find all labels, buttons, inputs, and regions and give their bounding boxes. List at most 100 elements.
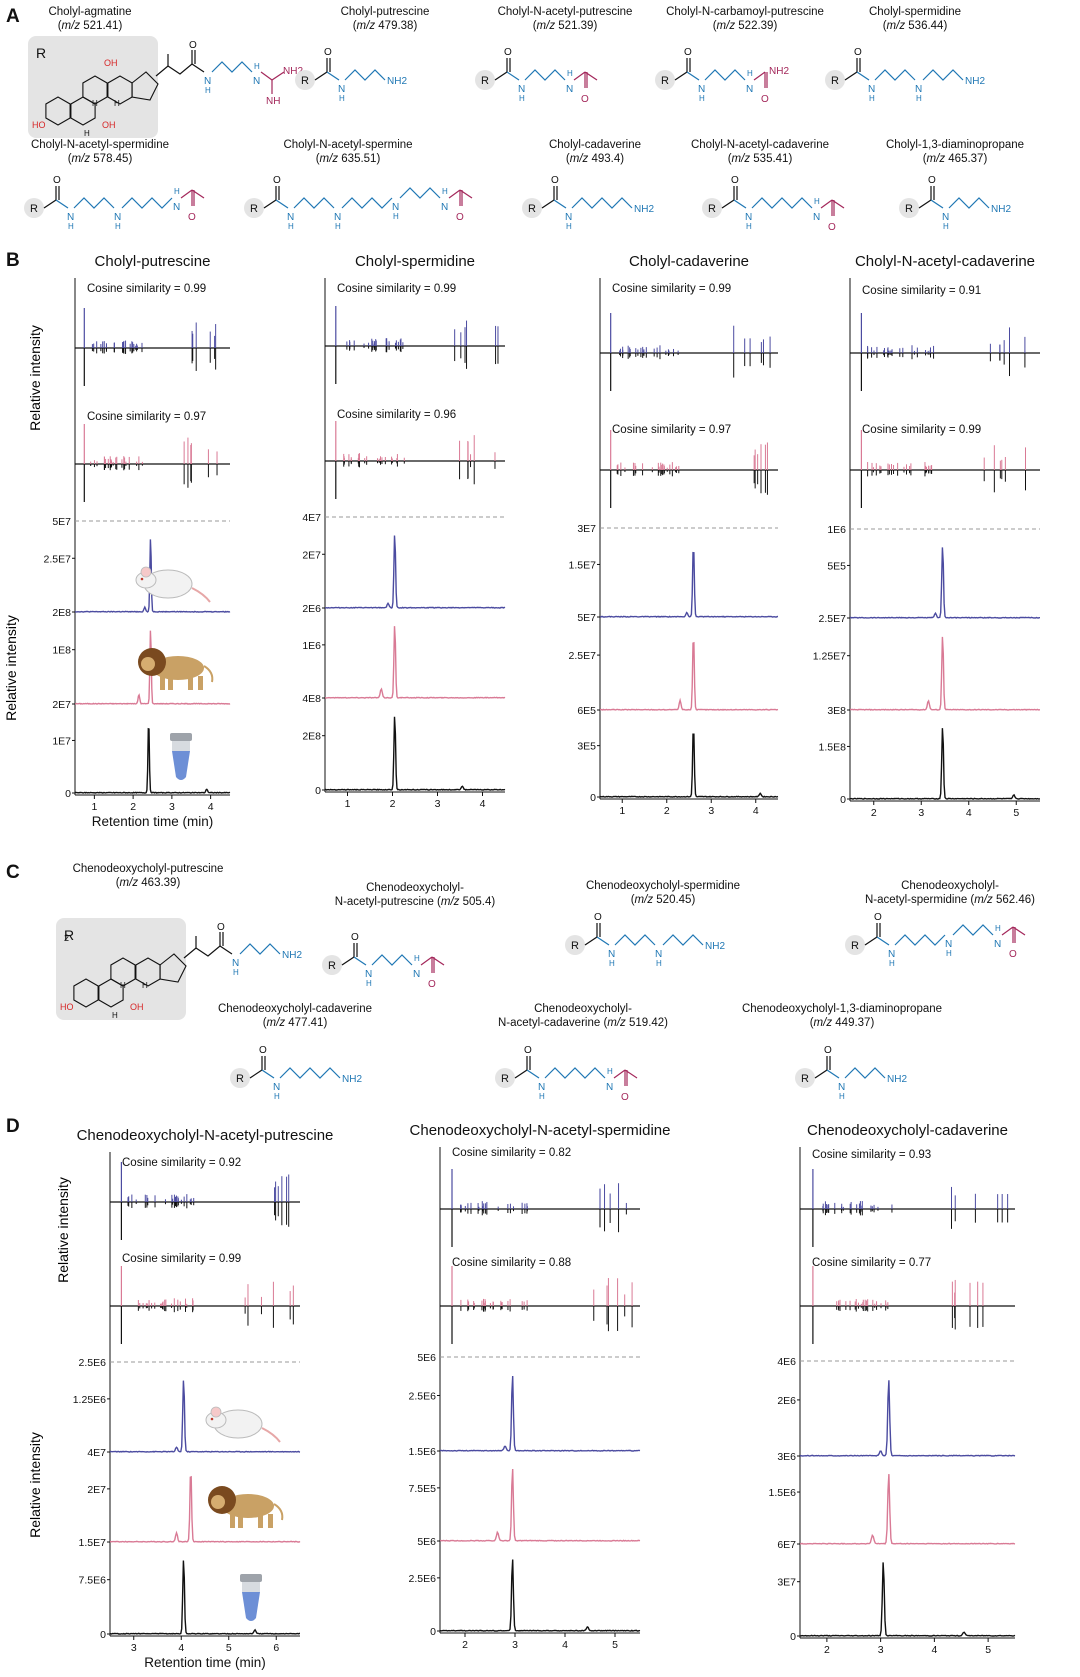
bond [876,936,890,946]
side-chain [155,63,205,77]
x-tick-label: 3 [512,1639,518,1651]
nitrogen-label: N [253,76,260,87]
y-tick-label: 0 [790,1631,796,1643]
mouse-eye [210,1417,214,1421]
hydrogen-label: H [747,69,753,78]
methyl-bond [1012,926,1026,936]
oxygen-label: O [731,175,739,186]
x-tick-label: 3 [918,807,924,819]
chart-title: Cholyl-putrescine [95,253,211,270]
y-axis-label-spectra-b: Relative intensity [27,325,43,431]
stereo-h: H [120,981,126,990]
compound-mz-9: (m/z 465.37) [923,153,988,165]
chromatogram-standard [849,728,1040,800]
bond [553,199,567,209]
hydrogen-label: H [335,222,341,231]
methyl-bond [831,199,845,209]
r-group-label: R [831,75,839,87]
oxygen-label: O [456,212,464,223]
steroid-ring [159,953,187,983]
compound-mz-2: (m/z 520.45) [631,894,696,906]
compound-name-3: Chenodeoxycholyl- [901,880,999,892]
carbon-chain [279,1067,341,1079]
chromatogram-lion [849,636,1040,711]
cosine-similarity-lion: Cosine similarity = 0.99 [122,1253,241,1265]
nitrogen-label: N [565,212,572,223]
compound-mz-6: (m/z 635.51) [316,153,381,165]
bond [514,1069,528,1079]
carbamoyl-amine: NH2 [769,66,789,77]
cosine-similarity-lion: Cosine similarity = 0.97 [87,411,206,423]
subscript: 2 [64,933,69,943]
compound-name-2: Cholyl-N-acetyl-putrescine [498,6,633,18]
compound-name-0: Cholyl-agmatine [48,6,131,18]
nitrogen-label: N [338,84,345,95]
bond [494,71,508,81]
r-group-label: R [30,203,38,215]
lion-leg [188,676,193,690]
compound-name-8: Cholyl-N-acetyl-cadaverine [691,139,829,151]
y-tick-label: 2E8 [52,607,71,619]
nitrogen-label: N [746,84,753,95]
compound-name-5: Cholyl-N-acetyl-spermidine [31,139,169,151]
oxygen-label: O [854,47,862,58]
compound-mz-0: (m/z 521.41) [58,20,123,32]
chart-title: Chenodeoxycholyl-N-acetyl-spermidine [410,1122,671,1139]
r-group-label: R [301,75,309,87]
carbon-chain [293,197,335,209]
x-tick-label: 4 [753,805,759,817]
bond [326,71,340,81]
hydrogen-label: H [115,222,121,231]
chromatogram-standard [109,1560,300,1635]
chart-title: Cholyl-N-acetyl-cadaverine [855,253,1035,270]
compound-mz-0: (m/z 463.39) [116,877,181,889]
r-group-circle [845,935,865,955]
carbon-chain [399,187,441,199]
x-tick-label: 1 [91,801,97,813]
chromatogram-lion [109,1475,301,1543]
y-tick-label: 0 [430,1626,436,1638]
nitrogen-label: N [273,1082,280,1093]
oxygen-label: O [324,47,332,58]
y-tick-label: 1E6 [302,640,321,652]
bond [541,199,555,209]
cosine-similarity-lion: Cosine similarity = 0.99 [862,424,981,436]
guanidine-bond [271,71,285,81]
carbon-chain [922,69,964,81]
x-tick-label: 4 [562,1639,568,1651]
x-tick-label: 5 [612,1639,618,1651]
hydrogen-label: H [567,69,573,78]
y-tick-label: 1.5E8 [819,741,847,753]
cosine-similarity-lion: Cosine similarity = 0.96 [337,409,456,421]
y-tick-label: 1E7 [52,735,71,747]
y-tick-label: 0 [590,792,596,804]
compound-mz-1: (m/z 479.38) [353,20,418,32]
x-tick-label: 5 [226,1642,232,1654]
y-axis-label-chroma-d: Relative intensity [27,1432,43,1538]
oxygen-label: O [621,1092,629,1103]
bond [686,71,700,81]
nitrogen-label: N [606,1082,613,1093]
stereo-h: H [114,99,120,108]
amine-terminal: NH2 [634,204,654,215]
nitrogen-label: N [608,949,615,960]
chromatogram-standard [74,727,231,794]
hydrogen-label: H [288,222,294,231]
compound-name-3: Cholyl-N-carbamoyl-putrescine [666,6,824,18]
bond [930,199,944,209]
hydrogen-label: H [366,979,372,988]
y-tick-label: 1.5E6 [769,1487,797,1499]
oxygen-label: O [53,175,61,186]
acetyl-bond [1001,926,1014,936]
hydrogen-label: H [274,1092,280,1101]
lion-tail [273,1503,284,1521]
y-tick-label: 4E7 [87,1447,106,1459]
compound-name-2: Chenodeoxycholyl-spermidine [586,880,740,892]
hydrogen-label: H [699,94,705,103]
x-axis-label: Retention time (min) [92,814,214,829]
chromatogram-lion [800,1474,1016,1545]
x-tick-label: 5 [1013,807,1019,819]
steroid-ring [131,71,159,101]
hydrogen-label: H [995,924,1001,933]
vial-cap [240,1574,262,1582]
